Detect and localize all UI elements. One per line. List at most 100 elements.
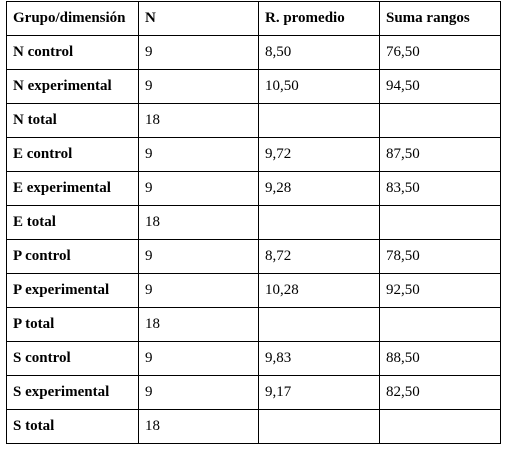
cell-value: P control	[13, 248, 71, 264]
group-label-cell: P control	[6, 239, 139, 274]
n-cell: 18	[138, 103, 259, 138]
suma-rangos-cell	[379, 205, 501, 240]
cell-value: E control	[13, 146, 73, 162]
group-label-cell: S control	[6, 341, 139, 376]
ranks-table: Grupo/dimensión N R. promedio Suma rango…	[6, 1, 501, 444]
cell-value	[265, 309, 379, 317]
table-row: E control 9 9,72 87,50	[6, 137, 501, 172]
cell-value: E experimental	[13, 180, 111, 196]
cell-value: S experimental	[13, 384, 110, 400]
header-label: Grupo/dimensión	[13, 10, 126, 26]
cell-value: 10,28	[265, 282, 299, 298]
table-row: N control 9 8,50 76,50	[6, 35, 501, 70]
group-label-cell: N control	[6, 35, 139, 70]
group-label-cell: S total	[6, 409, 139, 444]
n-cell: 9	[138, 69, 259, 104]
cell-value: 9	[145, 350, 153, 366]
n-cell: 18	[138, 205, 259, 240]
cell-value: 88,50	[386, 350, 420, 366]
cell-value: 9	[145, 146, 153, 162]
group-label-cell: E experimental	[6, 171, 139, 206]
group-label-cell: P total	[6, 307, 139, 342]
cell-value: 18	[145, 214, 160, 230]
rango-promedio-cell: 9,28	[258, 171, 380, 206]
suma-rangos-cell: 94,50	[379, 69, 501, 104]
group-label-cell: N experimental	[6, 69, 139, 104]
table-row: N total 18	[6, 103, 501, 138]
group-label-cell: N total	[6, 103, 139, 138]
table-row: P experimental 9 10,28 92,50	[6, 273, 501, 308]
cell-value: N total	[13, 112, 57, 128]
table-row: S experimental 9 9,17 82,50	[6, 375, 501, 410]
cell-value	[386, 411, 500, 419]
suma-rangos-cell	[379, 103, 501, 138]
n-cell: 9	[138, 273, 259, 308]
header-grupo-dimension: Grupo/dimensión	[6, 1, 139, 36]
cell-value: 10,50	[265, 78, 299, 94]
cell-value: 94,50	[386, 78, 420, 94]
cell-value: P total	[13, 316, 55, 332]
cell-value: 18	[145, 418, 160, 434]
rango-promedio-cell	[258, 103, 380, 138]
cell-value: 9	[145, 78, 153, 94]
rango-promedio-cell: 8,50	[258, 35, 380, 70]
table-row: E experimental 9 9,28 83,50	[6, 171, 501, 206]
cell-value: 9,83	[265, 350, 292, 366]
cell-value: 9,72	[265, 146, 292, 162]
cell-value: 9,28	[265, 180, 292, 196]
header-label: N	[145, 10, 156, 26]
rango-promedio-cell: 10,50	[258, 69, 380, 104]
rango-promedio-cell	[258, 409, 380, 444]
header-n: N	[138, 1, 259, 36]
rango-promedio-cell: 9,83	[258, 341, 380, 376]
cell-value: 8,72	[265, 248, 292, 264]
cell-value: 82,50	[386, 384, 420, 400]
n-cell: 9	[138, 137, 259, 172]
rango-promedio-cell: 10,28	[258, 273, 380, 308]
table-row: P control 9 8,72 78,50	[6, 239, 501, 274]
rango-promedio-cell: 8,72	[258, 239, 380, 274]
cell-value: P experimental	[13, 282, 110, 298]
suma-rangos-cell: 83,50	[379, 171, 501, 206]
cell-value: 9	[145, 282, 153, 298]
suma-rangos-cell: 76,50	[379, 35, 501, 70]
header-label: R. promedio	[265, 10, 345, 26]
cell-value: 9,17	[265, 384, 292, 400]
rango-promedio-cell	[258, 307, 380, 342]
n-cell: 18	[138, 409, 259, 444]
cell-value: 8,50	[265, 44, 292, 60]
cell-value: 18	[145, 316, 160, 332]
cell-value: 92,50	[386, 282, 420, 298]
rango-promedio-cell	[258, 205, 380, 240]
cell-value	[386, 309, 500, 317]
cell-value	[265, 411, 379, 419]
group-label-cell: P experimental	[6, 273, 139, 308]
suma-rangos-cell: 87,50	[379, 137, 501, 172]
cell-value: 87,50	[386, 146, 420, 162]
header-label: Suma rangos	[386, 10, 470, 26]
suma-rangos-cell: 88,50	[379, 341, 501, 376]
cell-value: 9	[145, 384, 153, 400]
rango-promedio-cell: 9,17	[258, 375, 380, 410]
table-row: S total 18	[6, 409, 501, 444]
cell-value: S control	[13, 350, 71, 366]
cell-value: 9	[145, 248, 153, 264]
suma-rangos-cell: 92,50	[379, 273, 501, 308]
cell-value: 76,50	[386, 44, 420, 60]
cell-value: 9	[145, 180, 153, 196]
cell-value: 9	[145, 44, 153, 60]
cell-value: N experimental	[13, 78, 112, 94]
cell-value	[386, 207, 500, 215]
group-label-cell: E total	[6, 205, 139, 240]
cell-value: 18	[145, 112, 160, 128]
header-rango-promedio: R. promedio	[258, 1, 380, 36]
group-label-cell: S experimental	[6, 375, 139, 410]
table-row: N experimental 9 10,50 94,50	[6, 69, 501, 104]
table-row: P total 18	[6, 307, 501, 342]
n-cell: 18	[138, 307, 259, 342]
header-suma-rangos: Suma rangos	[379, 1, 501, 36]
rango-promedio-cell: 9,72	[258, 137, 380, 172]
table-body: N control 9 8,50 76,50 N experimental 9 10,50 9…	[6, 35, 501, 444]
cell-value: 78,50	[386, 248, 420, 264]
cell-value	[265, 105, 379, 113]
